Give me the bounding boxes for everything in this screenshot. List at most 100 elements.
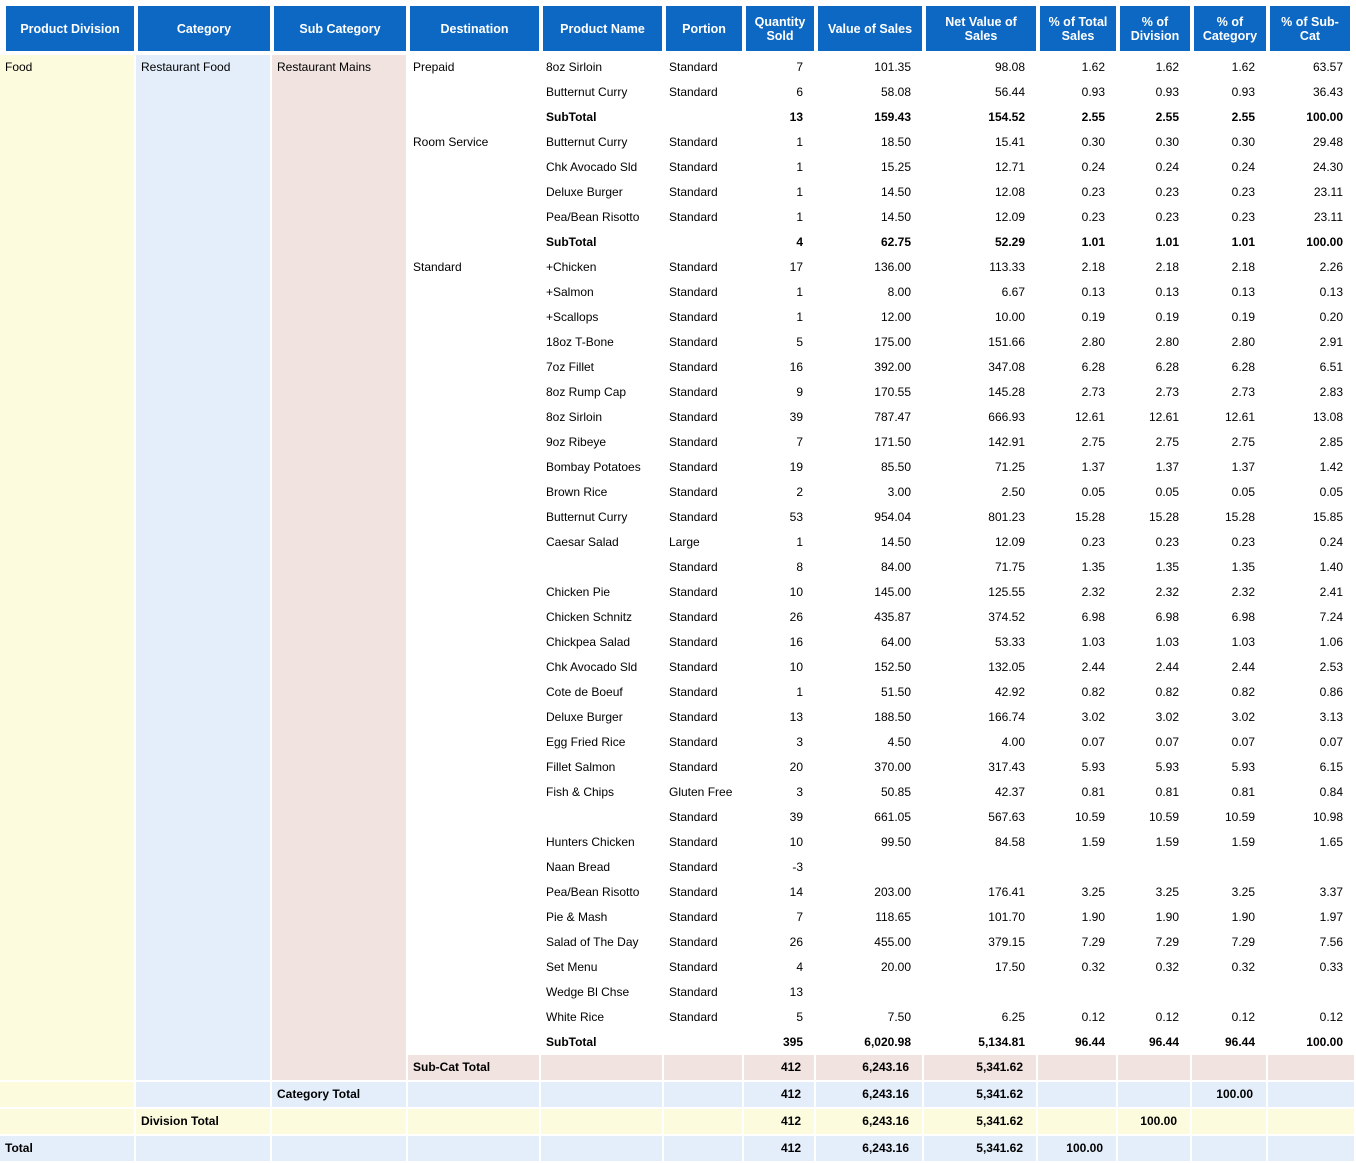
cell-destination bbox=[408, 330, 541, 355]
cell-pct-of-total-sales bbox=[1038, 855, 1118, 880]
cell-quantity-sold: 5 bbox=[796, 1010, 803, 1024]
cell-pct-of-sub-cat: 0.12 bbox=[1319, 1010, 1343, 1024]
cell-pct-of-sub-cat: 13.08 bbox=[1312, 410, 1343, 424]
cell-quantity-sold: 7 bbox=[796, 60, 803, 74]
cell-pct-of-total-sales: 0.23 bbox=[1081, 185, 1105, 199]
cell-sub-category: Category Total bbox=[272, 1082, 408, 1109]
cell-pct-of-division: 6.28 bbox=[1155, 360, 1179, 374]
cell-portion: Standard bbox=[669, 85, 718, 99]
cell-destination bbox=[408, 630, 541, 655]
cell-product-division bbox=[0, 955, 136, 980]
cell-pct-of-category bbox=[1192, 1136, 1268, 1163]
cell-product-name: Butternut Curry bbox=[546, 85, 628, 99]
cell-destination bbox=[408, 505, 541, 530]
cell-product-name bbox=[541, 1136, 664, 1163]
cell-product-division bbox=[0, 1109, 136, 1136]
cell-destination bbox=[408, 1136, 541, 1163]
cell-pct-of-total-sales: 0.05 bbox=[1081, 485, 1105, 499]
cell-quantity-sold: 53 bbox=[789, 510, 803, 524]
cell-product-name bbox=[541, 555, 664, 580]
cell-sub-category bbox=[272, 530, 408, 555]
cell-portion: Standard bbox=[669, 660, 718, 674]
cell-sub-category bbox=[272, 655, 408, 680]
column-header-quantity-sold: Quantity Sold bbox=[744, 0, 816, 55]
cell-net-value-of-sales: 154.52 bbox=[988, 110, 1025, 124]
cell-product-division bbox=[0, 1030, 136, 1055]
cell-product-division: Food bbox=[0, 55, 136, 80]
table-row-subcat-total: Sub-Cat Total 412 6,243.16 5,341.62 bbox=[0, 1055, 1356, 1082]
cell-sub-category bbox=[272, 855, 408, 880]
cell-destination bbox=[408, 955, 541, 980]
table-row: Standard +Chicken Standard 17 136.00 113.33 2.… bbox=[0, 255, 1356, 280]
cell-sub-category bbox=[272, 1109, 408, 1136]
cell-pct-of-division: 1.35 bbox=[1155, 560, 1179, 574]
cell-pct-of-sub-cat bbox=[1268, 1055, 1356, 1082]
cell-destination bbox=[408, 905, 541, 930]
cell-quantity-sold: 4 bbox=[796, 960, 803, 974]
cell-quantity-sold: 16 bbox=[789, 360, 803, 374]
cell-net-value-of-sales: 142.91 bbox=[988, 435, 1025, 449]
cell-net-value-of-sales: 374.52 bbox=[988, 610, 1025, 624]
cell-category bbox=[136, 930, 272, 955]
cell-value-of-sales: 101.35 bbox=[874, 60, 911, 74]
cell-sub-category bbox=[272, 1055, 408, 1082]
cell-pct-of-category: 0.23 bbox=[1231, 185, 1255, 199]
cell-product-name: Wedge Bl Chse bbox=[546, 985, 630, 999]
cell-value-of-sales: 171.50 bbox=[874, 435, 911, 449]
cell-pct-of-division: 0.07 bbox=[1155, 735, 1179, 749]
cell-pct-of-sub-cat: 10.98 bbox=[1312, 810, 1343, 824]
cell-destination bbox=[408, 380, 541, 405]
cell-portion: Standard bbox=[669, 1010, 718, 1024]
cell-pct-of-category: 0.30 bbox=[1231, 135, 1255, 149]
cell-category bbox=[136, 630, 272, 655]
cell-category bbox=[136, 605, 272, 630]
cell-destination bbox=[408, 105, 541, 130]
cell-pct-of-division: 100.00 bbox=[1118, 1109, 1192, 1136]
cell-quantity-sold: 1 bbox=[796, 160, 803, 174]
cell-value-of-sales: 50.85 bbox=[880, 785, 911, 799]
cell-value-of-sales: 136.00 bbox=[874, 260, 911, 274]
table-row: Chickpea Salad Standard 16 64.00 53.33 1.03 1.… bbox=[0, 630, 1356, 655]
cell-pct-of-total-sales: 0.81 bbox=[1081, 785, 1105, 799]
cell-category bbox=[136, 155, 272, 180]
cell-destination bbox=[408, 805, 541, 830]
cell-pct-of-total-sales: 0.12 bbox=[1081, 1010, 1105, 1024]
cell-product-name: 8oz Sirloin bbox=[546, 410, 603, 424]
table-row: +Scallops Standard 1 12.00 10.00 0.19 0.19 0.19… bbox=[0, 305, 1356, 330]
cell-pct-of-category: 1.62 bbox=[1231, 60, 1255, 74]
cell-destination bbox=[408, 655, 541, 680]
cell-pct-of-sub-cat: 23.11 bbox=[1313, 185, 1343, 199]
cell-destination bbox=[408, 830, 541, 855]
cell-destination bbox=[408, 855, 541, 880]
cell-category bbox=[136, 280, 272, 305]
cell-portion bbox=[664, 1082, 744, 1109]
cell-portion: Standard bbox=[669, 985, 718, 999]
cell-pct-of-sub-cat: 36.43 bbox=[1312, 85, 1343, 99]
cell-portion: Standard bbox=[669, 610, 718, 624]
cell-pct-of-sub-cat: 6.51 bbox=[1319, 360, 1343, 374]
cell-pct-of-division: 7.29 bbox=[1155, 935, 1179, 949]
cell-quantity-sold: 5 bbox=[796, 335, 803, 349]
table-row: Butternut Curry Standard 6 58.08 56.44 0.93 0.… bbox=[0, 80, 1356, 105]
cell-sub-category bbox=[272, 555, 408, 580]
cell-product-name: Salad of The Day bbox=[546, 935, 639, 949]
table-row: Deluxe Burger Standard 13 188.50 166.74 3.02 3… bbox=[0, 705, 1356, 730]
cell-portion: Standard bbox=[669, 335, 718, 349]
cell-pct-of-sub-cat: 100.00 bbox=[1306, 235, 1343, 249]
cell-net-value-of-sales: 145.28 bbox=[988, 385, 1025, 399]
table-row: Wedge Bl Chse Standard 13 bbox=[0, 980, 1356, 1005]
cell-quantity-sold: 395 bbox=[782, 1035, 803, 1049]
cell-pct-of-total-sales: 0.30 bbox=[1081, 135, 1105, 149]
cell-portion: Standard bbox=[669, 260, 718, 274]
table-row: 9oz Ribeye Standard 7 171.50 142.91 2.75 2.75 2… bbox=[0, 430, 1356, 455]
cell-product-division bbox=[0, 755, 136, 780]
cell-sub-category bbox=[272, 380, 408, 405]
cell-destination bbox=[408, 705, 541, 730]
cell-sub-category bbox=[272, 930, 408, 955]
cell-category bbox=[136, 430, 272, 455]
cell-product-division bbox=[0, 255, 136, 280]
cell-pct-of-category: 6.98 bbox=[1231, 610, 1255, 624]
cell-destination bbox=[408, 880, 541, 905]
cell-sub-category bbox=[272, 580, 408, 605]
cell-pct-of-sub-cat: 63.57 bbox=[1312, 60, 1343, 74]
